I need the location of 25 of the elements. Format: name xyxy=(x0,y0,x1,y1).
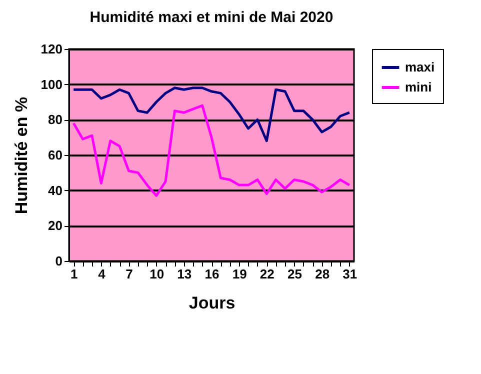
y-tick-label: 0 xyxy=(55,254,62,268)
y-tick-label: 120 xyxy=(40,42,62,56)
x-tick-label: 22 xyxy=(260,266,274,282)
legend-label: mini xyxy=(405,80,432,94)
x-tick-label: 28 xyxy=(315,266,330,282)
line-series xyxy=(72,86,351,142)
x-tick-label: 1 xyxy=(70,266,78,282)
chart-title: Humidité maxi et mini de Mai 2020 xyxy=(90,9,334,26)
x-axis-title: Jours xyxy=(188,294,236,312)
y-tick-label: 80 xyxy=(48,112,62,128)
y-tick-label: 20 xyxy=(48,218,62,234)
x-tick-label: 10 xyxy=(150,266,164,282)
x-tick-label: 31 xyxy=(342,266,358,282)
x-tick-label: 13 xyxy=(177,266,192,282)
y-axis-title: Humidité en % xyxy=(12,96,31,214)
x-tick-label: 25 xyxy=(288,266,302,282)
line-series xyxy=(72,104,351,197)
y-tick-label: 60 xyxy=(48,148,62,162)
x-tick-label: 19 xyxy=(232,266,247,282)
x-tick-label: 7 xyxy=(126,266,133,282)
x-tick-label: 4 xyxy=(98,266,106,282)
y-tick-label: 100 xyxy=(40,76,62,92)
y-tick-label: 40 xyxy=(48,182,62,198)
legend-label: maxi xyxy=(405,60,435,74)
x-tick-label: 16 xyxy=(204,266,220,282)
